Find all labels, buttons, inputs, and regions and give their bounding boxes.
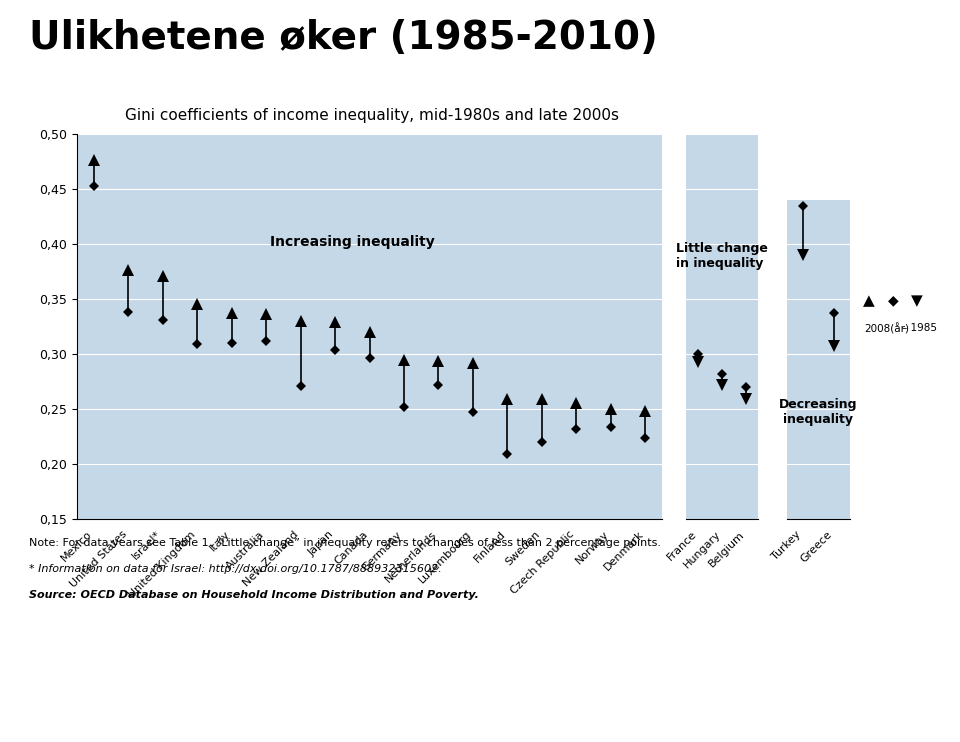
Text: ◆: ◆ [887, 294, 899, 307]
Text: ▲: ▲ [863, 293, 875, 308]
Text: ▼: ▼ [911, 293, 923, 308]
Text: Ulikhetene øker (1985-2010): Ulikhetene øker (1985-2010) [29, 19, 658, 56]
Text: Source: OECD Database on Household Income Distribution and Poverty.: Source: OECD Database on Household Incom… [29, 590, 479, 600]
Text: Decreasing
inequality: Decreasing inequality [780, 398, 857, 426]
Text: Little change
in inequality: Little change in inequality [677, 242, 768, 269]
Text: Gini coefficients of income inequality, mid-1980s and late 2000s: Gini coefficients of income inequality, … [125, 108, 619, 122]
Text: 2008(år): 2008(år) [864, 323, 909, 334]
Text: Increasing inequality: Increasing inequality [270, 234, 435, 249]
Text: – 1985: – 1985 [902, 323, 937, 332]
Text: Note: For data years see Table 1. “Little change” in inequality refers to change: Note: For data years see Table 1. “Littl… [29, 538, 660, 548]
Text: * Information on data for Israel: http://dx.doi.org/10.1787/888932315602.: * Information on data for Israel: http:/… [29, 564, 442, 574]
